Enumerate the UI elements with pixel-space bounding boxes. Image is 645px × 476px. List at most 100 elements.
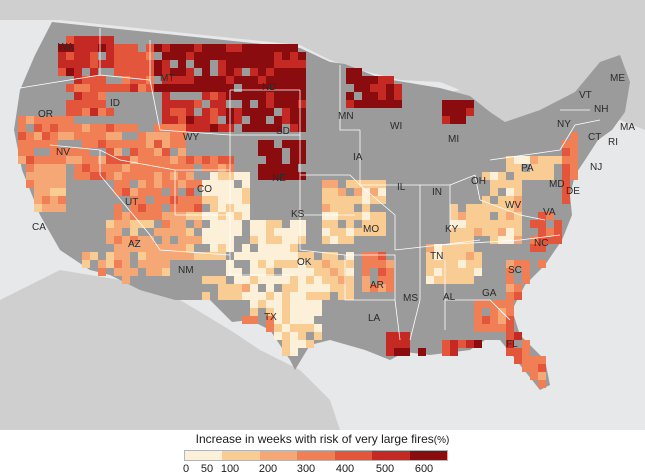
risk-cell (210, 180, 218, 188)
risk-cell (506, 196, 514, 204)
risk-cell (218, 284, 226, 292)
risk-cell (130, 268, 138, 276)
risk-cell (346, 292, 354, 300)
risk-cell (146, 244, 154, 252)
risk-cell (258, 220, 266, 228)
risk-cell (442, 116, 450, 124)
risk-cell (74, 132, 82, 140)
risk-cell (274, 44, 282, 52)
risk-cell (282, 108, 290, 116)
risk-cell (322, 268, 330, 276)
risk-cell (346, 260, 354, 268)
risk-cell (298, 100, 306, 108)
state-label-ia: IA (353, 152, 363, 163)
legend-unit: (%) (433, 435, 450, 446)
risk-cell (362, 212, 370, 220)
risk-cell (98, 36, 106, 44)
risk-cell (346, 220, 354, 228)
risk-cell (154, 204, 162, 212)
risk-cell (354, 180, 362, 188)
risk-cell (122, 276, 130, 284)
risk-cell (226, 84, 234, 92)
state-border (559, 119, 601, 151)
risk-cell (546, 172, 554, 180)
risk-cell (74, 76, 82, 84)
risk-cell (546, 212, 554, 220)
risk-cell (98, 164, 106, 172)
risk-cell (218, 188, 226, 196)
risk-cell (482, 300, 490, 308)
risk-cell (314, 284, 322, 292)
risk-cell (234, 92, 242, 100)
risk-cell (66, 148, 74, 156)
risk-cell (42, 124, 50, 132)
risk-cell (466, 228, 474, 236)
risk-cell (290, 348, 298, 356)
risk-cell (258, 172, 266, 180)
risk-cell (82, 132, 90, 140)
risk-cell (74, 172, 82, 180)
risk-cell (26, 156, 34, 164)
risk-cell (562, 156, 570, 164)
risk-cell (354, 212, 362, 220)
risk-cell (242, 52, 250, 60)
risk-cell (354, 228, 362, 236)
risk-cell (242, 100, 250, 108)
risk-cell (186, 188, 194, 196)
risk-cell (114, 244, 122, 252)
risk-cell (154, 244, 162, 252)
risk-cell (234, 276, 242, 284)
risk-cell (474, 228, 482, 236)
risk-cell (450, 268, 458, 276)
risk-cell (426, 268, 434, 276)
risk-cell (378, 252, 386, 260)
risk-cell (338, 260, 346, 268)
risk-cell (290, 284, 298, 292)
risk-cell (522, 156, 530, 164)
risk-cell (82, 100, 90, 108)
risk-cell (194, 180, 202, 188)
risk-cell (266, 244, 274, 252)
risk-cell (82, 172, 90, 180)
risk-cell (426, 260, 434, 268)
risk-cell (218, 236, 226, 244)
risk-cell (362, 220, 370, 228)
risk-cell (370, 260, 378, 268)
risk-cell (50, 148, 58, 156)
risk-cell (290, 236, 298, 244)
risk-cell (202, 52, 210, 60)
risk-cell (466, 244, 474, 252)
risk-cell (514, 164, 522, 172)
risk-cell (162, 100, 170, 108)
risk-cell (282, 284, 290, 292)
risk-cell (274, 156, 282, 164)
risk-cell (482, 204, 490, 212)
risk-cell (186, 108, 194, 116)
risk-cell (130, 164, 138, 172)
state-border (344, 255, 360, 301)
risk-cell (162, 108, 170, 116)
risk-cell (202, 188, 210, 196)
risk-cell (330, 284, 338, 292)
risk-cell (274, 60, 282, 68)
risk-cell (106, 220, 114, 228)
legend-title: Increase in weeks with risk of very larg… (0, 432, 645, 446)
state-label-tx: TX (264, 312, 277, 323)
risk-cell (210, 236, 218, 244)
risk-cell (210, 108, 218, 116)
risk-cell (202, 196, 210, 204)
risk-cell (314, 268, 322, 276)
risk-cell (178, 60, 186, 68)
risk-cell (90, 92, 98, 100)
risk-cell (114, 44, 122, 52)
risk-cell (130, 156, 138, 164)
risk-cell (170, 68, 178, 76)
risk-cell (74, 68, 82, 76)
risk-cell (154, 132, 162, 140)
risk-cell (426, 252, 434, 260)
risk-cell (490, 188, 498, 196)
risk-cell (498, 212, 506, 220)
risk-cell (186, 172, 194, 180)
risk-cell (498, 196, 506, 204)
risk-cell (82, 108, 90, 116)
